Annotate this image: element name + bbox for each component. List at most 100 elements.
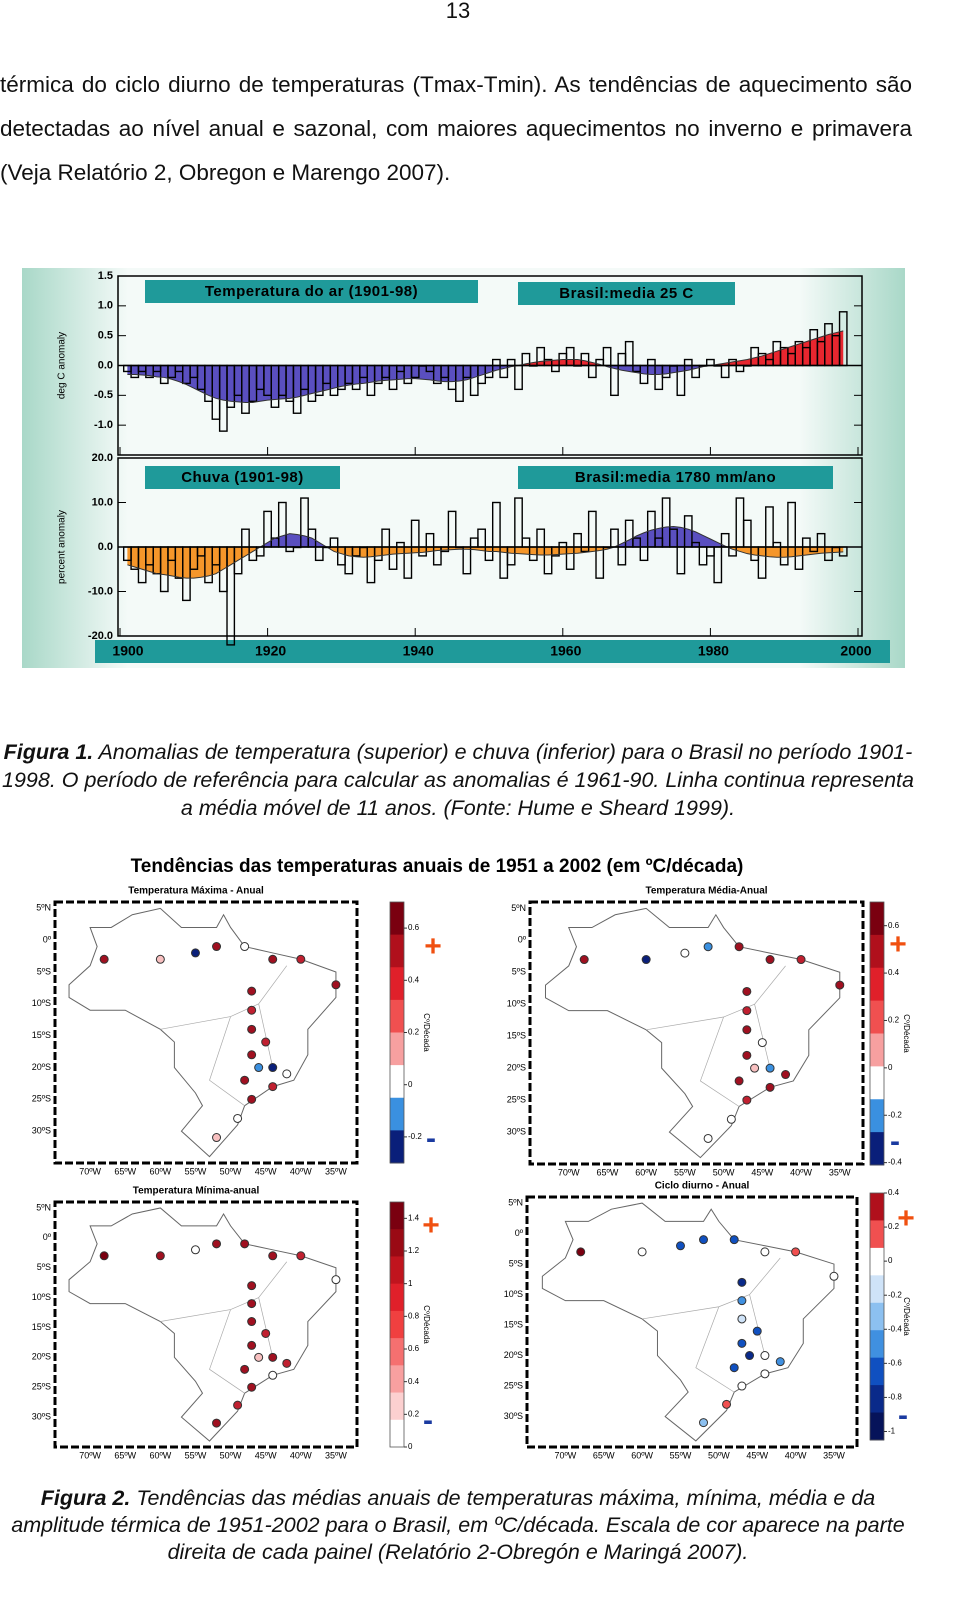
- station-dot: [579, 955, 589, 965]
- station-dot: [233, 1113, 243, 1123]
- colorbar-tick-label: 0: [408, 1080, 413, 1089]
- y-tick-label: 10.0: [92, 496, 113, 508]
- station-dot: [282, 1069, 292, 1079]
- map-frame: [53, 1200, 359, 1449]
- lon-label: 40ºW: [290, 1166, 312, 1176]
- colorbar-tick-label: 0.8: [408, 1311, 420, 1320]
- station-dot: [675, 1241, 685, 1251]
- minus-sign: -: [890, 1125, 900, 1158]
- lat-label: 25ºS: [507, 1094, 526, 1104]
- colorbar-segment: [870, 1302, 884, 1331]
- station-dot: [268, 1370, 278, 1380]
- station-dot: [752, 1326, 762, 1336]
- colorbar-segment: [870, 1033, 884, 1067]
- station-dot: [212, 942, 222, 952]
- y-tick-label: 0.0: [98, 359, 113, 371]
- station-dot: [268, 954, 278, 964]
- colorbar-tick-label: 0.4: [888, 968, 900, 977]
- colorbar-segment: [390, 1202, 404, 1230]
- station-dot: [254, 1352, 264, 1362]
- colorbar-segment: [390, 1338, 404, 1366]
- lat-label: 20ºS: [32, 1062, 51, 1072]
- panel-title: Ciclo diurno - Anual: [655, 1181, 750, 1192]
- lon-label: 65ºW: [114, 1166, 136, 1176]
- colorbar-segment: [390, 1065, 404, 1099]
- lat-label: 30ºS: [32, 1126, 51, 1136]
- lon-label: 40ºW: [290, 1450, 312, 1460]
- station-dot: [155, 954, 165, 964]
- colorbar-label: Cº/Década: [902, 1014, 911, 1053]
- colorbar-segment: [390, 967, 404, 1001]
- lat-label: 0º: [518, 935, 527, 945]
- caption-label: Figura 1.: [3, 740, 94, 764]
- colorbar-segment: [390, 902, 404, 936]
- colorbar-segment: [390, 1097, 404, 1131]
- lon-label: 45ºW: [751, 1167, 773, 1177]
- lon-label: 70ºW: [554, 1450, 576, 1460]
- colorbar-tick-label: 0.2: [408, 1028, 420, 1037]
- station-dot: [155, 1251, 165, 1261]
- colorbar-segment: [870, 1247, 884, 1276]
- colorbar-tick-label: 0: [888, 1256, 893, 1265]
- station-dot: [268, 1251, 278, 1261]
- station-dot: [703, 1133, 713, 1143]
- colorbar-segment: [390, 934, 404, 968]
- station-dot: [247, 1382, 257, 1392]
- caption-text: Tendências das médias anuais de temperat…: [11, 1486, 905, 1564]
- station-dot: [722, 1399, 732, 1409]
- lon-label: 55ºW: [670, 1450, 692, 1460]
- lat-label: 10ºS: [32, 1292, 51, 1302]
- station-dot: [757, 1038, 767, 1048]
- annotation: Brasil:media 25 C: [559, 285, 693, 302]
- lat-label: 20ºS: [504, 1350, 523, 1360]
- colorbar-segment: [390, 1310, 404, 1339]
- colorbar-tick-label: 1.2: [408, 1246, 420, 1255]
- station-dot: [247, 1024, 257, 1034]
- lon-label: 55ºW: [185, 1166, 207, 1176]
- lat-label: 30ºS: [32, 1411, 51, 1421]
- station-dot: [240, 942, 250, 952]
- lon-label: 35ºW: [829, 1167, 851, 1177]
- minus-sign: -: [898, 1399, 908, 1432]
- map-outline: [544, 907, 841, 1159]
- x-axis-band: [95, 640, 890, 663]
- colorbar-segment: [390, 1229, 404, 1257]
- station-dot: [742, 1006, 752, 1016]
- station-dot: [261, 1328, 271, 1338]
- lat-label: 5ºS: [37, 966, 51, 976]
- station-dot: [729, 1235, 739, 1245]
- colorbar-tick-label: 0: [888, 1063, 893, 1072]
- x-tick-label: 1940: [403, 643, 434, 659]
- station-dot: [190, 948, 200, 958]
- lon-label: 40ºW: [790, 1167, 812, 1177]
- lon-label: 50ºW: [220, 1166, 242, 1176]
- plus-sign: +: [897, 1202, 915, 1235]
- colorbar-segment: [870, 1099, 884, 1133]
- lat-label: 5ºN: [511, 903, 526, 913]
- station-dot: [247, 1050, 257, 1060]
- station-dot: [750, 1063, 760, 1073]
- caption-text: Anomalias de temperatura (superior) e ch…: [2, 740, 914, 820]
- lon-label: 50ºW: [713, 1167, 735, 1177]
- colorbar-segment: [870, 1193, 884, 1221]
- station-dot: [240, 1364, 250, 1374]
- station-dot: [737, 1314, 747, 1324]
- map-outline: [541, 1202, 835, 1442]
- colorbar-tick-label: -0.2: [408, 1132, 422, 1141]
- station-dot: [261, 1037, 271, 1047]
- colorbar-segment: [390, 1392, 404, 1421]
- station-dot: [247, 1005, 257, 1015]
- colorbar-tick-label: -1: [888, 1427, 896, 1436]
- figure2-title: Tendências das temperaturas anuais de 19…: [131, 856, 744, 877]
- station-dot: [212, 1239, 222, 1249]
- y-tick-label: 0.5: [98, 330, 113, 342]
- map-borders: [160, 1261, 288, 1394]
- colorbar-segment: [390, 999, 404, 1033]
- colorbar-tick-label: 0.4: [408, 1377, 420, 1386]
- colorbar-segment: [870, 1330, 884, 1359]
- map-frame: [53, 900, 359, 1165]
- station-dot: [247, 986, 257, 996]
- colorbar-frame: [389, 1201, 405, 1448]
